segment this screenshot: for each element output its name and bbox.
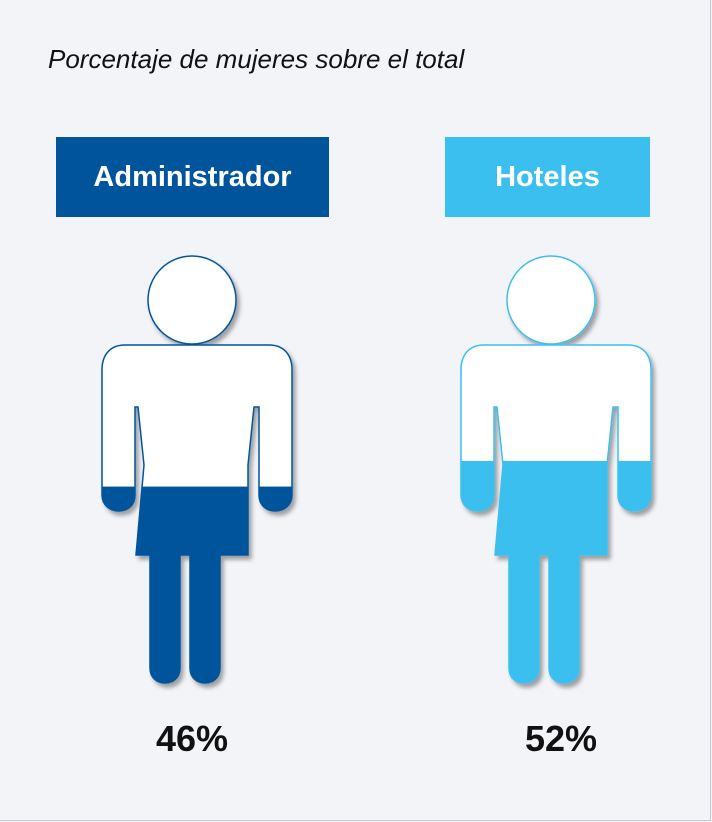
pictogram-fill-level	[461, 460, 651, 683]
category-label-administrador: Administrador	[56, 137, 329, 217]
woman-pictogram-administrador	[101, 255, 293, 684]
value-label-hoteles: 52%	[524, 718, 598, 759]
category-label-hoteles: Hoteles	[445, 137, 650, 217]
chart-title: Porcentaje de mujeres sobre el total	[48, 44, 465, 74]
woman-pictogram-hoteles	[460, 255, 652, 684]
pictogram-fill-level	[102, 486, 292, 683]
value-label-administrador: 46%	[155, 718, 229, 759]
pictogram-head	[147, 255, 237, 345]
pictogram-head	[506, 255, 596, 345]
